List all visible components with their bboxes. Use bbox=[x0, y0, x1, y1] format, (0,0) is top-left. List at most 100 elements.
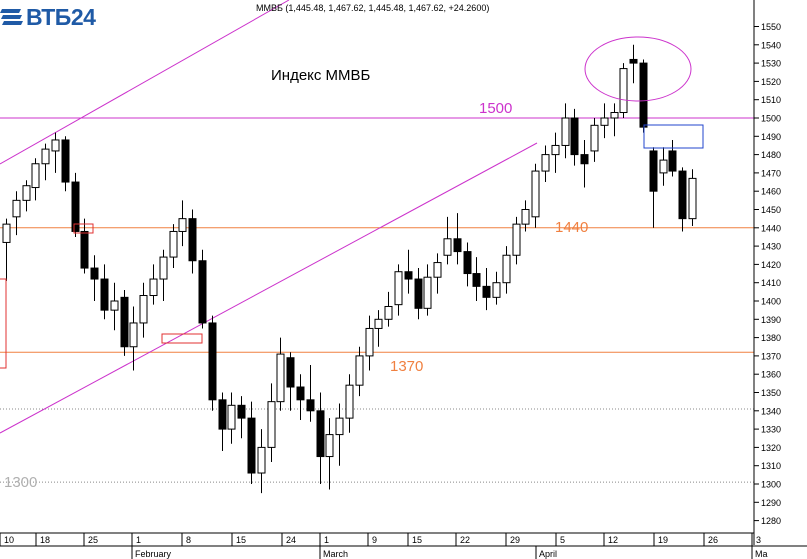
candle bbox=[139, 282, 148, 338]
candle-body-down bbox=[286, 357, 295, 388]
candle bbox=[531, 163, 540, 228]
candle-body-up bbox=[423, 276, 432, 309]
candle bbox=[159, 249, 168, 301]
candle bbox=[492, 271, 501, 305]
candle bbox=[678, 167, 687, 232]
y-tick-label: 1540 bbox=[761, 40, 781, 50]
candle-body-up bbox=[688, 177, 697, 220]
y-tick-label: 1460 bbox=[761, 187, 781, 197]
candle bbox=[316, 392, 325, 484]
level-lines bbox=[0, 117, 754, 483]
x-month-label: March bbox=[323, 549, 348, 559]
candle-body-up bbox=[355, 355, 364, 386]
level-label-1300: 1300 bbox=[4, 474, 37, 491]
candle-body-down bbox=[61, 139, 70, 183]
channel-lower-line bbox=[0, 142, 538, 434]
y-tick-label: 1310 bbox=[761, 461, 781, 471]
candle-body-up bbox=[335, 417, 344, 436]
y-tick-label: 1520 bbox=[761, 77, 781, 87]
x-day-label: 24 bbox=[286, 535, 296, 545]
candle-body-down bbox=[247, 417, 256, 474]
x-day-label: 18 bbox=[40, 535, 50, 545]
candle bbox=[61, 136, 70, 192]
candle-body-up bbox=[325, 434, 334, 458]
candle bbox=[149, 264, 158, 305]
red-marker-rect bbox=[0, 278, 7, 369]
candle-body-down bbox=[668, 150, 677, 172]
candle-body-down bbox=[580, 154, 589, 165]
red-marker-rect bbox=[161, 333, 203, 344]
candle-body-down bbox=[90, 267, 99, 280]
candle-body-down bbox=[237, 404, 246, 419]
level-label-1370: 1370 bbox=[390, 358, 423, 375]
candle bbox=[659, 147, 668, 186]
y-tick-label: 1390 bbox=[761, 315, 781, 325]
x-day-label: 9 bbox=[372, 535, 377, 545]
x-day-label: 1 bbox=[324, 535, 329, 545]
level-label-1440: 1440 bbox=[555, 219, 588, 236]
candle-body-up bbox=[619, 68, 628, 114]
candle bbox=[100, 264, 109, 320]
y-tick-label: 1340 bbox=[761, 406, 781, 416]
x-day-label: 25 bbox=[88, 535, 98, 545]
ohlc-readout: ММВБ (1,445.48, 1,467.62, 1,445.48, 1,46… bbox=[256, 3, 489, 13]
candle bbox=[580, 139, 589, 188]
candle-body-down bbox=[678, 170, 687, 220]
x-day-label: 3 bbox=[756, 535, 761, 545]
vtb-logo-icon bbox=[0, 9, 23, 25]
y-tick-label: 1370 bbox=[761, 351, 781, 361]
x-month-label: April bbox=[539, 549, 557, 559]
x-day-label: 29 bbox=[510, 535, 520, 545]
candle bbox=[629, 44, 638, 84]
y-tick-label: 1350 bbox=[761, 388, 781, 398]
candle-body-down bbox=[639, 62, 648, 128]
candle bbox=[227, 392, 236, 444]
candle bbox=[649, 147, 658, 228]
y-tick-label: 1330 bbox=[761, 425, 781, 435]
candle-body-up bbox=[51, 139, 60, 152]
candle bbox=[325, 418, 334, 490]
candle-body-up bbox=[129, 322, 138, 348]
x-month-label: Ma bbox=[755, 549, 768, 559]
candle bbox=[276, 337, 285, 411]
x-day-label: 22 bbox=[460, 535, 470, 545]
candle bbox=[482, 268, 491, 311]
candle bbox=[668, 139, 677, 177]
candle-body-down bbox=[404, 271, 413, 280]
candle-body-up bbox=[521, 209, 530, 225]
candle-body-up bbox=[2, 223, 11, 243]
candle bbox=[394, 264, 403, 316]
y-tick-label: 1420 bbox=[761, 260, 781, 270]
trend-lines bbox=[0, 0, 538, 434]
candle-body-down bbox=[100, 278, 109, 311]
candle bbox=[169, 224, 178, 269]
candle-body-down bbox=[453, 238, 462, 253]
y-tick-label: 1400 bbox=[761, 297, 781, 307]
x-day-label: 8 bbox=[186, 535, 191, 545]
candle-body-up bbox=[374, 318, 383, 329]
y-tick-label: 1410 bbox=[761, 278, 781, 288]
candle-body-down bbox=[208, 322, 217, 401]
chart-title: Индекс ММВБ bbox=[271, 67, 371, 84]
candle bbox=[296, 374, 305, 420]
candle bbox=[218, 392, 227, 452]
candle-body-down bbox=[570, 117, 579, 156]
candle bbox=[51, 132, 60, 173]
candle bbox=[355, 346, 364, 397]
candle bbox=[110, 282, 119, 331]
candle-body-up bbox=[169, 230, 178, 258]
top-highlight-ellipse bbox=[584, 36, 692, 102]
candle-body-up bbox=[149, 278, 158, 297]
candle-body-down bbox=[80, 230, 89, 269]
candle bbox=[237, 396, 246, 439]
x-day-label: 10 bbox=[4, 535, 14, 545]
candle-body-up bbox=[227, 404, 236, 430]
y-tick-label: 1280 bbox=[761, 516, 781, 526]
candle-body-up bbox=[31, 163, 40, 189]
candle bbox=[414, 268, 423, 320]
candle bbox=[453, 213, 462, 265]
y-tick-label: 1450 bbox=[761, 205, 781, 215]
candle bbox=[31, 158, 40, 201]
blue-marker-rect bbox=[643, 124, 704, 149]
candle-body-down bbox=[649, 150, 658, 192]
